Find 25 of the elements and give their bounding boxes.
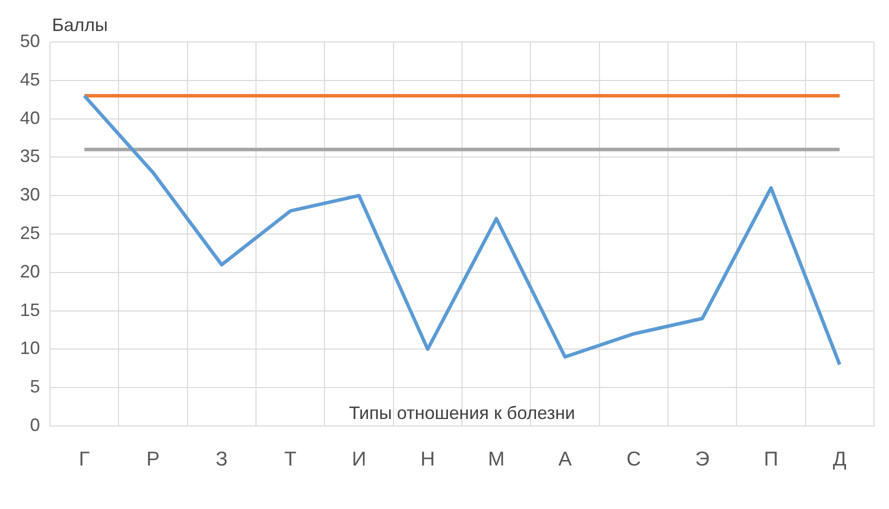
x-tick-label: М	[488, 448, 505, 471]
y-tick-label: 5	[30, 376, 40, 397]
x-tick-label: И	[352, 448, 366, 471]
x-tick-label: Д	[832, 448, 847, 471]
x-axis-title: Типы отношения к болезни	[348, 402, 576, 423]
y-tick-label: 15	[20, 300, 40, 320]
y-tick-label: 30	[20, 184, 40, 205]
x-tick-label: Р	[146, 448, 160, 471]
y-tick-label: 25	[20, 222, 40, 243]
x-tick-label: П	[764, 448, 778, 471]
x-tick-label: Н	[420, 448, 435, 471]
y-tick-label: 45	[20, 69, 40, 90]
x-tick-label: Т	[284, 448, 296, 471]
y-tick-label: 50	[20, 30, 40, 51]
x-tick-label: Э	[695, 448, 710, 471]
x-tick-label: Г	[78, 448, 90, 471]
y-tick-label: 10	[20, 338, 40, 358]
y-tick-label: 20	[20, 261, 40, 282]
y-tick-label: 0	[30, 414, 40, 435]
x-tick-label: С	[626, 448, 641, 471]
x-tick-label: З	[216, 448, 228, 471]
x-tick-label: А	[558, 448, 572, 471]
y-axis-title: Баллы	[52, 14, 108, 35]
y-tick-label: 40	[20, 108, 40, 128]
y-tick-label: 35	[20, 146, 40, 166]
